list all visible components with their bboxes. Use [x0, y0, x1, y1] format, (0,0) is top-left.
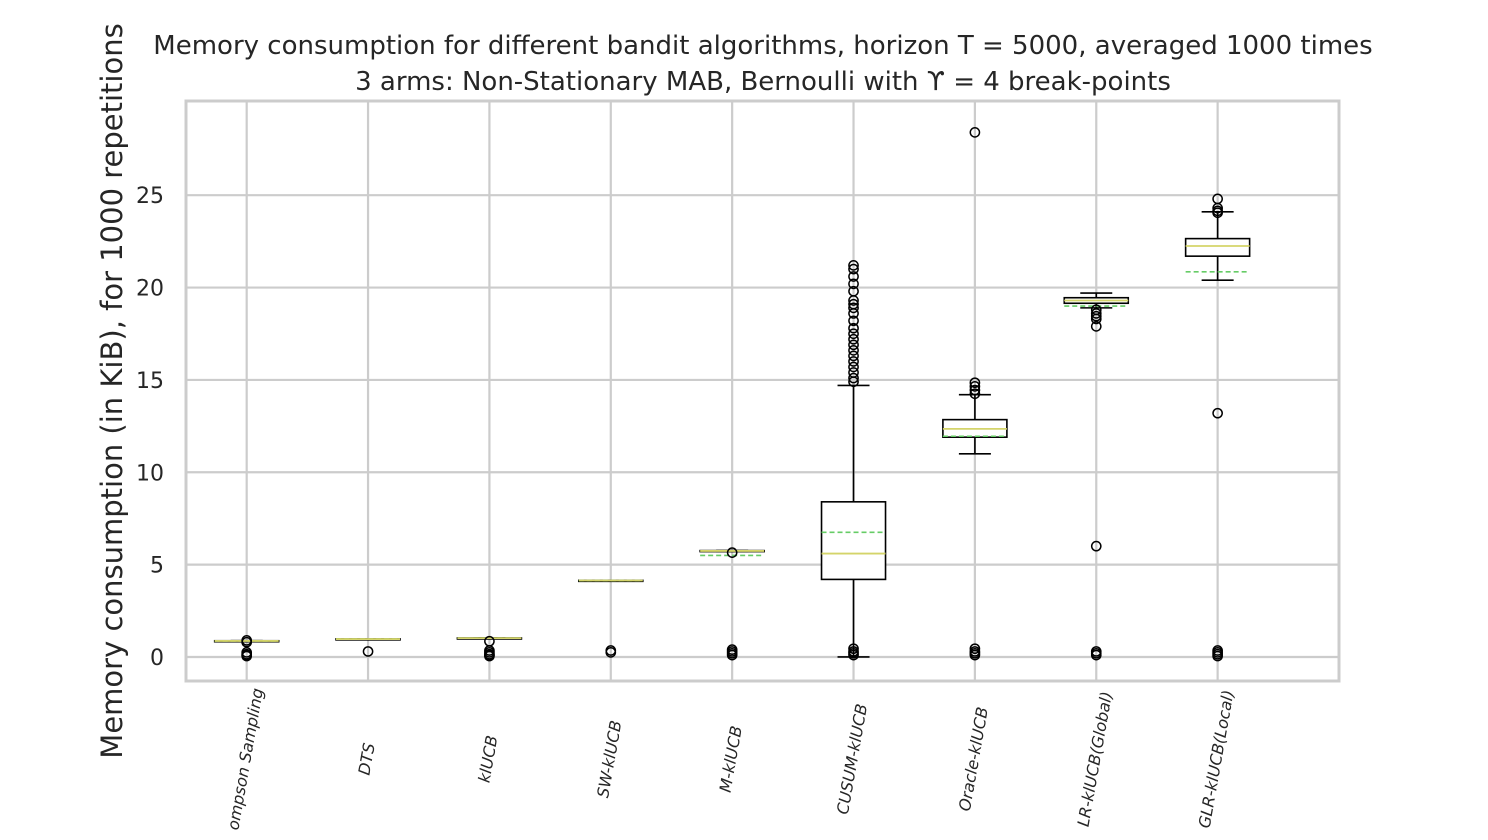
outlier-point [848, 295, 859, 306]
outlier-point [1212, 202, 1223, 214]
x-tick-label: SW-klUCB [593, 719, 625, 799]
outlier-point [848, 308, 859, 319]
outlier-point [848, 328, 859, 340]
outlier-point [848, 260, 859, 271]
outlier-point [484, 650, 495, 662]
outlier-point [848, 322, 859, 334]
outlier-point [1212, 650, 1223, 662]
outlier-point [969, 643, 981, 655]
outlier-point [848, 643, 859, 655]
outlier-point [969, 649, 981, 661]
outlier-point [848, 372, 859, 384]
outlier-point [1090, 308, 1102, 319]
outlier-point [848, 350, 859, 362]
outlier-point [1090, 540, 1102, 552]
grid-layer [186, 101, 1339, 681]
outlier-point [969, 381, 981, 392]
x-tick-label: DTS [354, 742, 378, 777]
outlier-point [969, 127, 981, 138]
outlier-point [848, 649, 859, 661]
outlier-point [848, 278, 859, 290]
outlier-point [1090, 321, 1102, 332]
outlier-point [1212, 207, 1223, 219]
outlier-point [848, 345, 859, 356]
box-iqr [820, 501, 887, 581]
y-axis-label: Memory consumption (in KiB), for 1000 re… [95, 23, 129, 758]
y-tick-label: 15 [136, 369, 164, 394]
outlier-point [726, 547, 738, 558]
y-tick-label: 5 [150, 554, 164, 579]
x-tick-label: CUSUM-klUCB [833, 702, 871, 816]
x-tick-label: M-klUCB [716, 724, 746, 793]
box-iqr [1184, 237, 1251, 257]
x-tick-label: Oracle-klUCB [955, 705, 992, 812]
outlier-point [969, 388, 981, 400]
outlier-point [969, 384, 981, 396]
x-tick-label: klUCB [475, 734, 502, 784]
outlier-point [848, 361, 859, 373]
outlier-point [362, 646, 374, 657]
y-tick-label: 10 [136, 461, 164, 486]
x-tick-label: GLR-klUCB(Local) [1195, 688, 1238, 829]
outlier-point [848, 302, 859, 314]
outlier-point [848, 376, 859, 388]
chart-subtitle: 3 arms: Non-Stationary MAB, Bernoulli wi… [355, 67, 1171, 97]
plot-frame [184, 99, 1341, 683]
outlier-point [726, 649, 738, 661]
outlier-point [1212, 407, 1223, 419]
chart-title: Memory consumption for different bandit … [153, 31, 1372, 61]
tick-layer: 0 5 10 15 20 25 ompson Sampling DTS klUCB SW-klUC… [136, 184, 1238, 831]
outlier-point [848, 271, 859, 282]
outlier-point [1090, 313, 1102, 325]
y-tick-label: 20 [136, 277, 164, 302]
outlier-point [605, 647, 617, 658]
outlier-point [241, 636, 253, 648]
box-layer [213, 127, 1251, 662]
x-tick-label: ompson Sampling [223, 687, 267, 832]
outlier-point [848, 356, 859, 367]
y-tick-label: 25 [136, 184, 164, 209]
outlier-point [969, 377, 981, 389]
outlier-point [848, 315, 859, 327]
outlier-point [241, 650, 253, 662]
outlier-point [848, 263, 859, 275]
y-tick-label: 0 [150, 646, 164, 671]
outlier-point [1090, 649, 1102, 661]
outlier-point [1090, 310, 1102, 322]
outlier-point [848, 339, 859, 351]
outlier-point [848, 333, 859, 345]
x-tick-label: LR-klUCB(Global) [1074, 690, 1116, 828]
